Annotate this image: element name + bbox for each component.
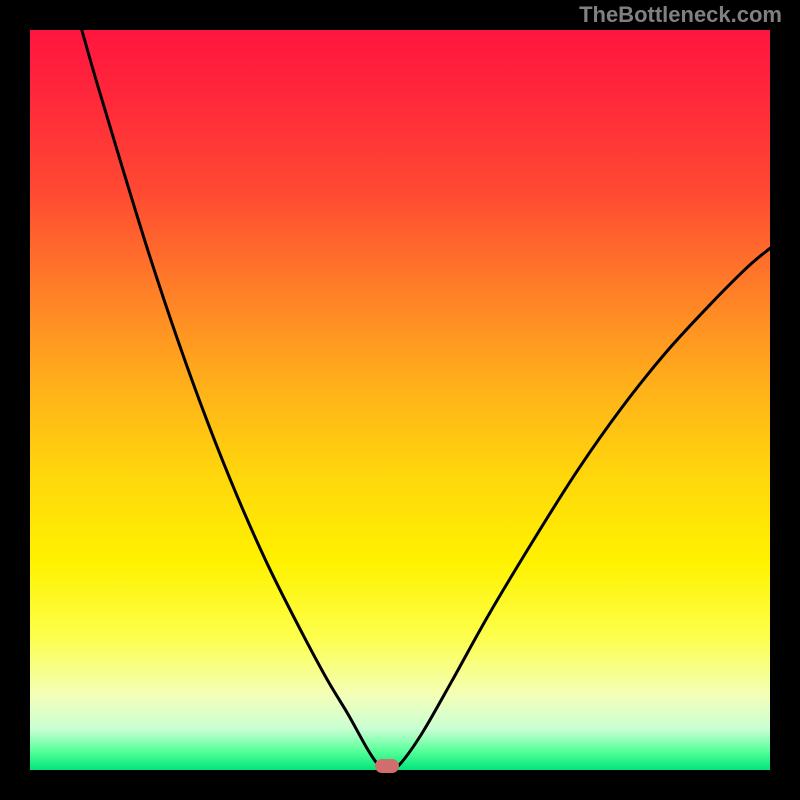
gradient-background: [30, 30, 770, 770]
watermark-text: TheBottleneck.com: [579, 2, 782, 28]
optimum-marker: [375, 759, 399, 773]
plot-area: [30, 30, 770, 770]
bottleneck-curve: [30, 30, 770, 770]
chart-frame: TheBottleneck.com: [0, 0, 800, 800]
